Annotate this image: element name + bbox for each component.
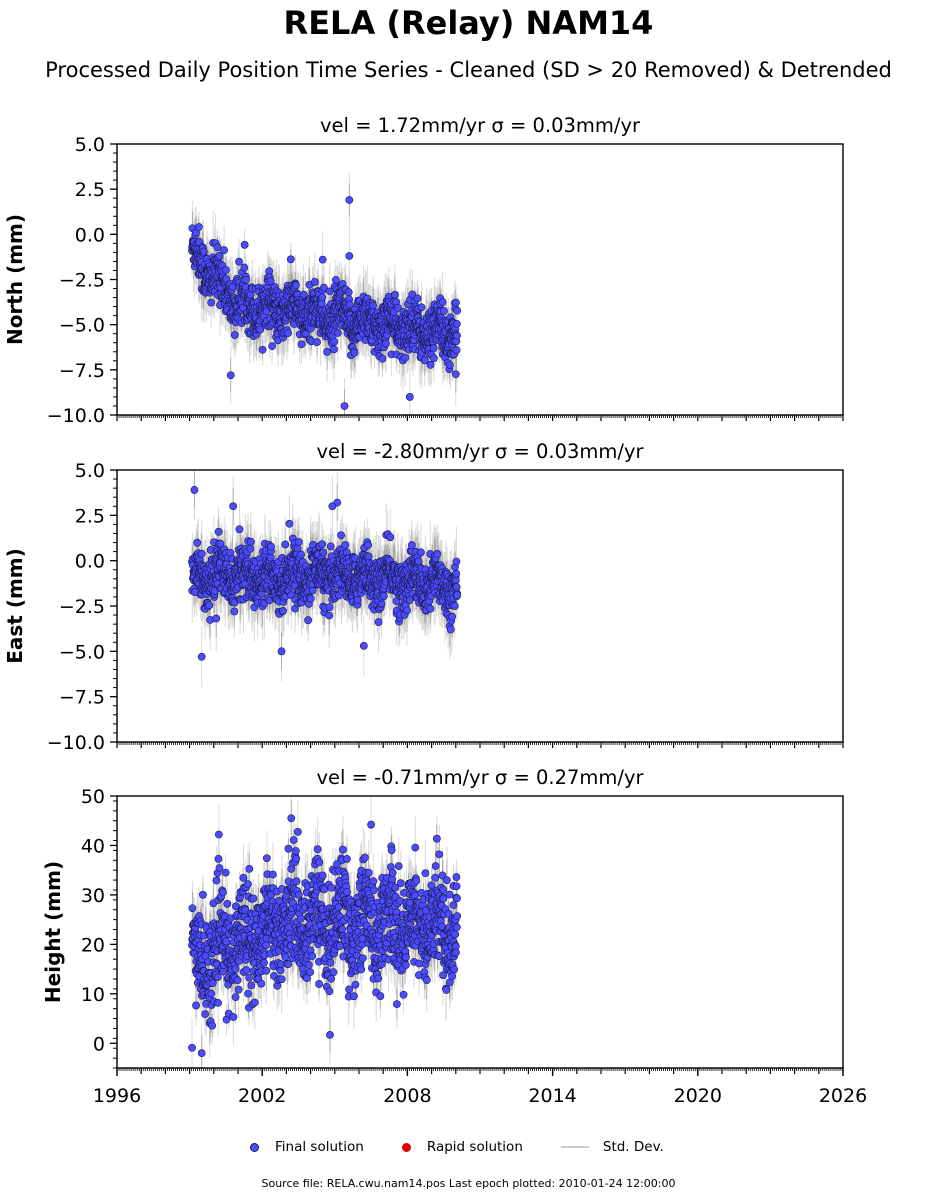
y-tick-label: −10.0 xyxy=(47,405,105,427)
data-point xyxy=(266,277,275,286)
y-tick-label: 5.0 xyxy=(75,134,105,156)
data-point xyxy=(325,287,334,296)
panel-title: vel = 1.72mm/yr σ = 0.03mm/yr xyxy=(320,114,641,137)
y-tick-label: 0.0 xyxy=(75,224,105,246)
data-point xyxy=(286,255,295,264)
data-point xyxy=(345,196,354,204)
plot-area xyxy=(188,470,462,688)
data-point xyxy=(405,393,414,401)
data-point xyxy=(382,339,390,348)
data-point xyxy=(318,293,327,302)
data-point xyxy=(207,298,216,307)
data-point xyxy=(451,370,460,379)
chart-title: RELA (Relay) NAM14 xyxy=(283,4,654,42)
data-point xyxy=(268,342,276,351)
chart-subtitle: Processed Daily Position Time Series - C… xyxy=(45,58,892,82)
data-point xyxy=(226,371,235,380)
data-point xyxy=(369,301,378,310)
data-point xyxy=(350,348,359,357)
data-point xyxy=(452,346,461,354)
data-point xyxy=(333,329,342,337)
plot-area xyxy=(188,171,462,415)
y-tick-label: 2.5 xyxy=(75,179,105,201)
data-point xyxy=(330,345,338,354)
data-point xyxy=(242,275,250,284)
data-point xyxy=(256,325,265,334)
data-point xyxy=(284,329,292,337)
data-point xyxy=(446,361,454,369)
y-tick-label: −2.5 xyxy=(59,270,105,292)
data-point xyxy=(230,331,239,339)
y-axis-label: North (mm) xyxy=(3,214,27,345)
data-point xyxy=(215,252,224,260)
data-point xyxy=(344,288,353,297)
data-point xyxy=(318,255,327,264)
data-point xyxy=(320,283,328,292)
data-point xyxy=(291,281,300,290)
data-point xyxy=(258,345,267,354)
data-point xyxy=(378,354,387,363)
data-point xyxy=(297,340,306,349)
y-ticks: 5.0 2.5 0.0 −2.5 −5.0 −7.5 −10.0 xyxy=(47,134,117,427)
data-point xyxy=(453,331,461,340)
data-point xyxy=(440,307,448,315)
data-point xyxy=(323,347,332,356)
data-point xyxy=(330,337,339,346)
data-point xyxy=(413,294,422,303)
data-point xyxy=(452,319,461,328)
panel-north: 5.0 2.5 0.0 −2.5 −5.0 −7.5 −10.0 vel = 1.72mm/y… xyxy=(3,114,844,427)
data-point xyxy=(408,290,417,299)
y-tick-label: −7.5 xyxy=(59,360,105,382)
data-point xyxy=(429,344,438,353)
data-point xyxy=(299,290,308,299)
data-point xyxy=(417,303,426,312)
data-point xyxy=(401,353,410,362)
data-point xyxy=(394,303,402,312)
y-tick-label: −5.0 xyxy=(59,315,105,337)
data-point xyxy=(429,354,438,363)
data-point xyxy=(345,300,354,309)
data-point xyxy=(235,257,243,266)
data-point xyxy=(453,306,462,315)
data-point xyxy=(420,356,429,365)
data-point xyxy=(199,247,208,256)
data-point xyxy=(194,223,203,231)
data-point xyxy=(313,338,321,346)
data-point xyxy=(426,360,435,369)
data-point xyxy=(213,243,222,252)
x-ticks xyxy=(116,415,844,421)
final-solution-points xyxy=(188,196,462,410)
data-point xyxy=(438,298,447,307)
data-point xyxy=(310,278,319,286)
data-point xyxy=(390,290,399,299)
data-point xyxy=(452,298,460,307)
data-point xyxy=(240,240,249,249)
data-point xyxy=(220,246,228,255)
data-point xyxy=(221,266,230,274)
data-point xyxy=(331,276,340,284)
data-point xyxy=(345,252,354,260)
data-point xyxy=(340,402,349,410)
data-point xyxy=(240,263,249,272)
